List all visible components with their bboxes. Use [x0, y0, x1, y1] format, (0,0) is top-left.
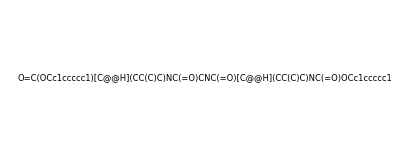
Text: O=C(OCc1ccccc1)[C@@H](CC(C)C)NC(=O)CNC(=O)[C@@H](CC(C)C)NC(=O)OCc1ccccc1: O=C(OCc1ccccc1)[C@@H](CC(C)C)NC(=O)CNC(=…	[17, 73, 392, 83]
